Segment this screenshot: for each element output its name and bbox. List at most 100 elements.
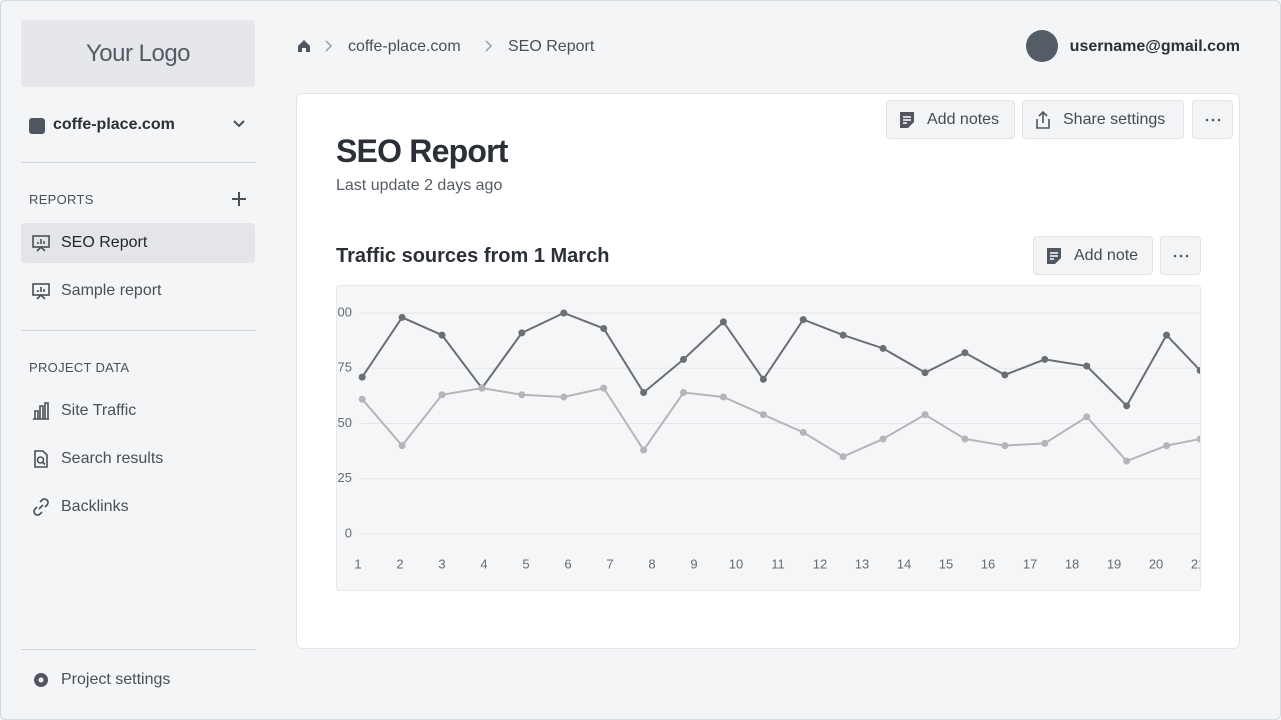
data-point bbox=[759, 375, 767, 383]
logo[interactable]: Your Logo bbox=[21, 20, 255, 87]
x-tick-label: 7 bbox=[606, 556, 613, 571]
data-point bbox=[600, 324, 608, 332]
y-tick-label: 75 bbox=[338, 360, 352, 375]
x-tick-label: 4 bbox=[480, 556, 487, 571]
y-tick-label: 50 bbox=[338, 415, 352, 430]
breadcrumb-current: SEO Report bbox=[508, 38, 595, 55]
data-point bbox=[1163, 331, 1171, 339]
data-point bbox=[879, 344, 887, 352]
chart-more-button[interactable] bbox=[1160, 236, 1201, 275]
data-point bbox=[560, 309, 568, 317]
chart-title: Traffic sources from 1 March bbox=[336, 245, 610, 267]
x-tick-label: 5 bbox=[522, 556, 529, 571]
x-tick-label: 8 bbox=[648, 556, 655, 571]
data-point bbox=[680, 355, 688, 363]
button-label: Share settings bbox=[1063, 110, 1166, 128]
separator bbox=[485, 40, 493, 52]
data-point bbox=[759, 411, 767, 419]
series-line bbox=[361, 311, 1200, 408]
data-point bbox=[518, 329, 526, 337]
x-tick-label: 16 bbox=[981, 556, 995, 571]
data-point bbox=[600, 384, 608, 392]
more-button[interactable] bbox=[1192, 100, 1233, 139]
data-point bbox=[478, 384, 486, 392]
series-line bbox=[361, 387, 1200, 463]
data-point bbox=[839, 331, 847, 339]
chevron[interactable] bbox=[232, 119, 246, 129]
section-label: REPORTS bbox=[29, 192, 94, 207]
x-tick-label: 2 bbox=[396, 556, 403, 571]
x-tick-label: 11 bbox=[771, 556, 785, 571]
data-point bbox=[1041, 355, 1049, 363]
x-tick-label: 18 bbox=[1065, 556, 1079, 571]
report-subtitle: Last update 2 days ago bbox=[336, 177, 503, 194]
home-icon[interactable] bbox=[296, 38, 312, 54]
x-tick-label: 20 bbox=[1149, 556, 1163, 571]
x-tick-label: 3 bbox=[438, 556, 445, 571]
data-point bbox=[438, 331, 446, 339]
section-label: PROJECT DATA bbox=[29, 360, 130, 375]
x-tick-label: 13 bbox=[855, 556, 869, 571]
x-tick-label: 21 bbox=[1191, 556, 1201, 571]
data-point bbox=[1123, 457, 1131, 465]
nav-item[interactable]: Search results bbox=[21, 439, 255, 479]
data-point bbox=[921, 411, 929, 419]
data-point bbox=[640, 446, 648, 454]
data-point bbox=[1001, 371, 1009, 379]
add-note-button[interactable]: Add note bbox=[1033, 236, 1153, 275]
nav-item[interactable]: Backlinks bbox=[21, 487, 255, 527]
chart: 0255075100123456789101112131415161718192… bbox=[336, 285, 1201, 591]
x-tick-label: 15 bbox=[939, 556, 953, 571]
x-tick-label: 14 bbox=[897, 556, 911, 571]
data-point bbox=[1163, 442, 1171, 450]
x-tick-label: 9 bbox=[690, 556, 697, 571]
x-tick-label: 19 bbox=[1107, 556, 1121, 571]
data-point bbox=[358, 395, 366, 403]
x-tick-label: 6 bbox=[564, 556, 571, 571]
nav-item[interactable]: Sample report bbox=[21, 271, 255, 311]
divider bbox=[21, 330, 256, 331]
avatar[interactable] bbox=[1026, 30, 1058, 62]
data-point bbox=[921, 369, 929, 377]
breadcrumb-link[interactable]: coffe-place.com bbox=[348, 38, 461, 55]
y-tick-label: 100 bbox=[336, 304, 352, 319]
data-point bbox=[1196, 366, 1200, 374]
data-point bbox=[961, 349, 969, 357]
nav-label: Site Traffic bbox=[61, 402, 137, 419]
data-point bbox=[1196, 435, 1200, 443]
nav-label: Backlinks bbox=[61, 498, 129, 515]
data-point bbox=[398, 313, 406, 321]
data-point bbox=[839, 453, 847, 461]
nav-label: Project settings bbox=[61, 671, 171, 688]
data-point bbox=[1123, 402, 1131, 410]
data-point bbox=[879, 435, 887, 443]
button-label: Add notes bbox=[927, 110, 1000, 128]
nav-label: Sample report bbox=[61, 282, 162, 299]
separator bbox=[325, 40, 333, 52]
data-point bbox=[719, 318, 727, 326]
data-point bbox=[719, 393, 727, 401]
x-tick-label: 10 bbox=[729, 556, 743, 571]
settings-item[interactable]: Project settings bbox=[21, 660, 255, 700]
y-tick-label: 0 bbox=[345, 525, 352, 540]
project-name[interactable]: coffe-place.com bbox=[53, 116, 175, 133]
data-point bbox=[1041, 439, 1049, 447]
nav-item[interactable]: SEO Report bbox=[21, 223, 255, 263]
data-point bbox=[1001, 442, 1009, 450]
share-button[interactable]: Share settings bbox=[1022, 100, 1184, 139]
nav-item[interactable]: Site Traffic bbox=[21, 391, 255, 431]
data-point bbox=[398, 442, 406, 450]
x-tick-label: 17 bbox=[1023, 556, 1037, 571]
add-notes-button[interactable]: Add notes bbox=[886, 100, 1015, 139]
user-email[interactable]: username@gmail.com bbox=[1069, 38, 1240, 55]
data-point bbox=[438, 391, 446, 399]
data-point bbox=[560, 393, 568, 401]
x-tick-label: 1 bbox=[354, 556, 361, 571]
add-report[interactable] bbox=[231, 191, 247, 207]
button-label: Add note bbox=[1074, 246, 1139, 264]
data-point bbox=[640, 389, 648, 397]
y-tick-label: 25 bbox=[338, 470, 352, 485]
data-point bbox=[961, 435, 969, 443]
data-point bbox=[1083, 413, 1091, 421]
